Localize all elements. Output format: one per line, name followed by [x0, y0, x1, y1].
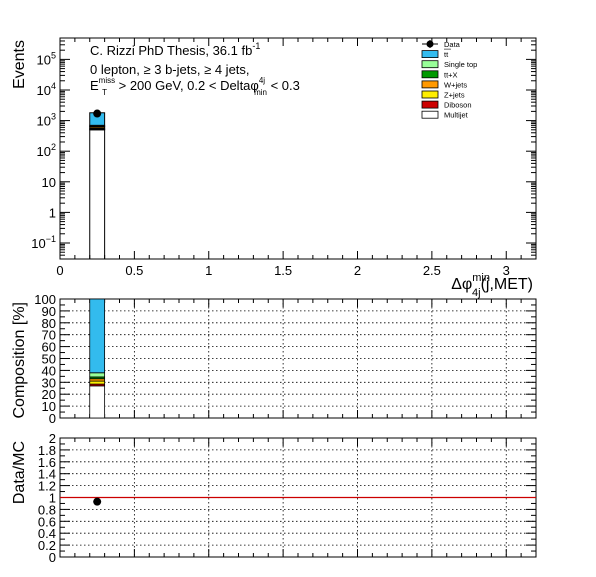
main-y-tick-label: 10 [42, 175, 56, 190]
main-y-tick-exp: −1 [46, 234, 56, 244]
ratio-y-tick-label: 0.6 [38, 514, 56, 529]
main-y-tick-base: 1 [49, 205, 56, 220]
legend-swatch [421, 50, 439, 58]
main-y-tick-base: 10 [37, 114, 51, 129]
legend-label: Multijet [444, 111, 469, 120]
comp-stack-bar-2 [89, 380, 106, 385]
ratio-y-tick-label: 1.2 [38, 479, 56, 494]
main-x-tick-label: 1 [205, 263, 212, 278]
main-y-tick-exp: 5 [51, 50, 56, 60]
main-y-tick-exp: 4 [51, 81, 56, 91]
legend-swatch [421, 60, 439, 69]
comp-y-tick-label: 70 [42, 328, 56, 343]
main-panel: 0 0.5 1 1.5 2 2.5 310−1110102103104105EventsΔφ… [11, 37, 537, 299]
ratio-y-tick-label: 1.8 [38, 443, 56, 458]
main-y-tick-label: 103 [37, 112, 56, 129]
comp-y-tick-label: 40 [42, 363, 56, 378]
annotation-line1-text: C. Rizzi PhD Thesis, 36.1 fb [90, 43, 252, 58]
comp-y-tick-label: 0 [49, 411, 56, 426]
main-data-point [93, 109, 102, 118]
ratio-y-tick-label: 0.4 [38, 526, 56, 541]
ratio-y-axis-label: Data/MC [11, 441, 28, 504]
main-y-tick-exp: 3 [51, 112, 56, 122]
ratio-y-tick-label: 1.4 [38, 467, 56, 482]
ratio-y-tick-label: 0.8 [38, 502, 56, 517]
annotation-e-sub: T [102, 88, 107, 97]
annotation-line3: Emiss T > 200 GeV, 0.2 < Deltaφ4j min < 0.… [90, 76, 300, 97]
comp-y-tick-label: 100 [34, 292, 56, 307]
annotation-line1-sup: -1 [252, 41, 260, 51]
x-label-sup: min [472, 272, 490, 284]
ratio-y-tick-label: 1.6 [38, 455, 56, 470]
main-x-tick-label: 2 [354, 263, 361, 278]
legend-label: Data [444, 40, 461, 49]
main-x-tick-label: 3 [503, 263, 510, 278]
comp-stack-bar-6 [89, 298, 106, 374]
legend-label: Z+jets [444, 91, 465, 100]
ratio-y-tick-label: 1 [49, 491, 56, 506]
ratio-y-tick-label: 0 [49, 550, 56, 565]
legend-label: tt+X [444, 70, 458, 79]
main-y-tick-label: 105 [37, 50, 56, 67]
main-x-axis-label: Δφmin 4j(j,MET) [451, 272, 533, 299]
main-stack-bar-0 [89, 129, 106, 260]
comp-y-tick-label: 90 [42, 304, 56, 319]
main-y-tick-exp: 2 [51, 142, 56, 152]
comp-stack-bar-0 [89, 385, 106, 419]
x-label-sub: 4j [472, 287, 481, 299]
main-y-tick-label: 102 [37, 142, 56, 159]
main-y-tick-label: 10−1 [31, 234, 56, 251]
legend-marker-dot [426, 40, 434, 48]
main-x-tick-label: 2.5 [423, 263, 441, 278]
main-x-tick-label: 1.5 [274, 263, 292, 278]
comp-y-tick-label: 50 [42, 352, 56, 367]
comp-y-axis-label: Composition [%] [11, 302, 28, 419]
main-y-tick-base: 10 [31, 236, 45, 251]
main-y-tick-label: 104 [37, 81, 56, 98]
main-y-tick-base: 10 [37, 83, 51, 98]
main-y-tick-base: 10 [37, 52, 51, 67]
annotation-e-sup: miss [99, 76, 115, 85]
annotation-e: E [90, 78, 99, 93]
comp-y-tick-label: 10 [42, 399, 56, 414]
legend-label: Single top [444, 60, 477, 69]
annotation-line2: 0 lepton, ≥ 3 b-jets, ≥ 4 jets, [90, 62, 250, 77]
comp-y-tick-label: 60 [42, 340, 56, 355]
main-y-tick-base: 10 [42, 175, 56, 190]
ratio-data-point-0 [93, 497, 102, 506]
comp-stack-bar-5 [89, 372, 106, 378]
legend-swatch [421, 80, 439, 89]
comp-y-tick-label: 80 [42, 316, 56, 331]
main-x-tick-label: 0.5 [125, 263, 143, 278]
annotation-phi-sub: min [254, 88, 267, 97]
x-label-rest: (j,MET) [481, 276, 533, 293]
comp-y-tick-label: 20 [42, 387, 56, 402]
annotation-mid: > 200 GeV, 0.2 < Deltaφ [115, 78, 259, 93]
legend-swatch [421, 70, 439, 79]
annotation-phi-sup: 4j [259, 76, 265, 85]
annotation-end: < 0.3 [267, 78, 300, 93]
main-y-axis-label: Events [11, 40, 28, 89]
legend-label: Diboson [444, 101, 472, 110]
legend-label: W+jets [444, 80, 467, 89]
main-y-tick-label: 1 [49, 205, 56, 220]
main-x-tick-label: 0 [56, 263, 63, 278]
main-y-tick-base: 10 [37, 144, 51, 159]
annotation-line1: C. Rizzi PhD Thesis, 36.1 fb-1 [90, 41, 260, 58]
ratio-y-tick-label: 0.2 [38, 538, 56, 553]
comp-y-tick-label: 30 [42, 375, 56, 390]
legend-swatch [421, 90, 439, 99]
legend-swatch [421, 100, 439, 109]
ratio-y-tick-label: 2 [49, 431, 56, 446]
legend-label: tt [444, 50, 449, 59]
ratio-panel: 00.20.40.60.811.21.41.61.82 Data/MC [11, 431, 537, 565]
legend-swatch [421, 110, 439, 119]
x-label-delta: Δφ [451, 276, 472, 293]
